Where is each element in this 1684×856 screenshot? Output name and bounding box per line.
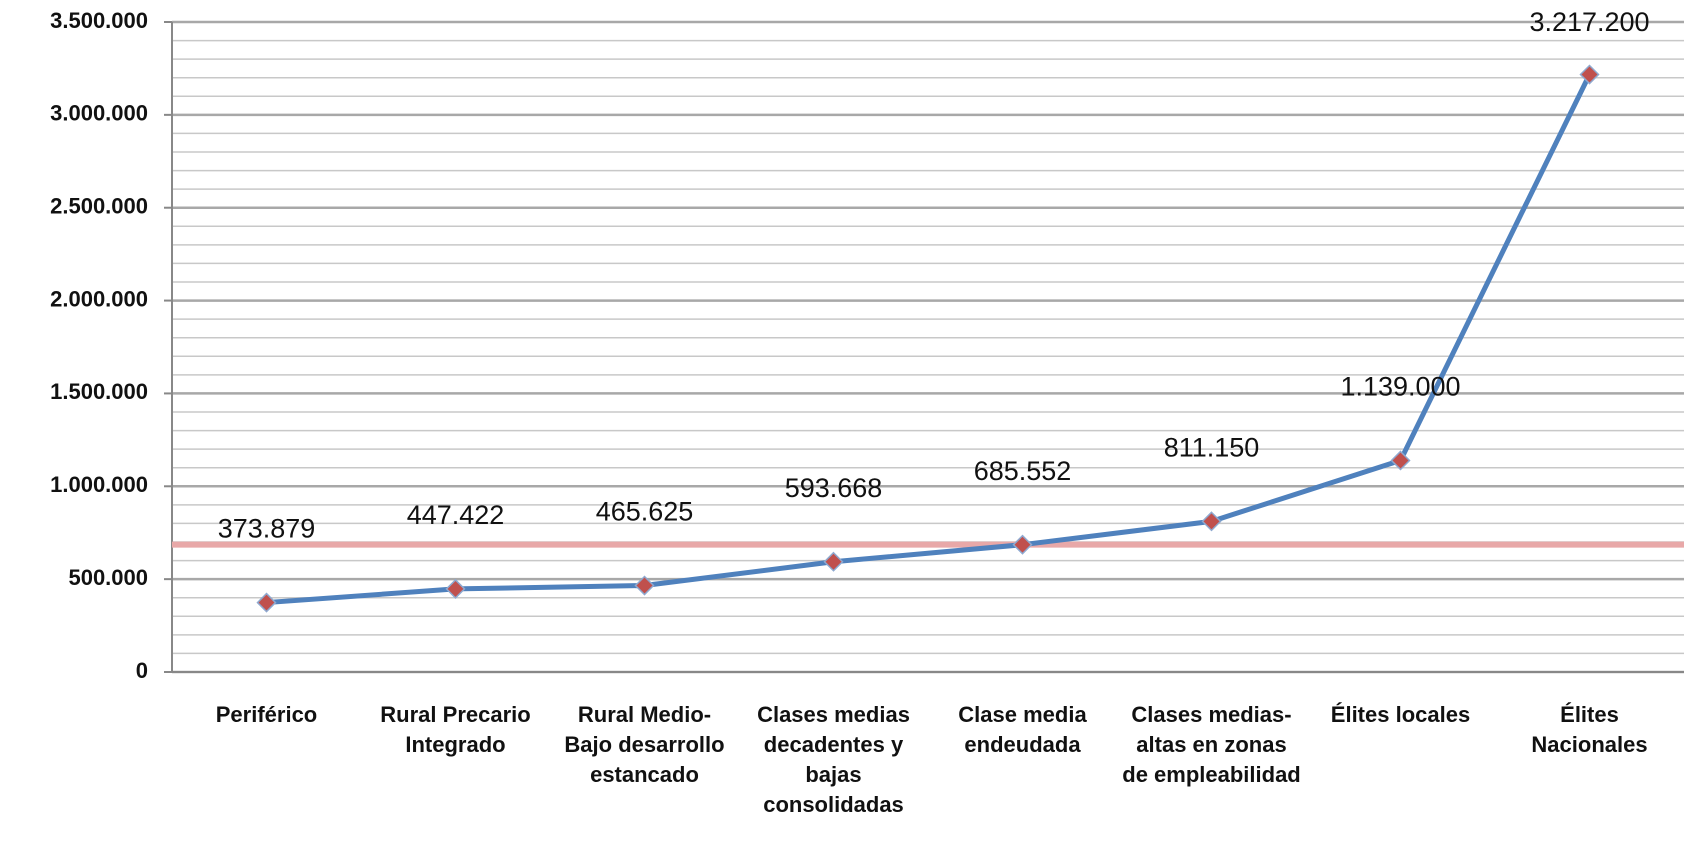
x-tick-label: Clase media endeudada: [958, 702, 1087, 757]
y-tick-label: 2.500.000: [50, 194, 148, 219]
y-tick-label: 1.500.000: [50, 379, 148, 404]
marker: [1579, 64, 1600, 85]
y-tick-label: 3.000.000: [50, 101, 148, 126]
data-label: 1.139.000: [1340, 372, 1460, 402]
y-tick-label: 1.000.000: [50, 472, 148, 497]
x-tick-label: Clases medias decadentes y bajas consoli…: [757, 702, 910, 817]
data-label: 465.625: [596, 497, 694, 527]
x-tick-label: Periférico: [215, 702, 318, 727]
marker: [445, 578, 466, 599]
marker: [256, 592, 277, 613]
data-label: 593.668: [785, 473, 883, 503]
y-tick-label: 3.500.000: [50, 8, 148, 33]
y-tick-label: 500.000: [68, 565, 148, 590]
data-label: 373.879: [218, 514, 316, 544]
data-label: 447.422: [407, 500, 505, 530]
x-tick-label: Clases medias-altas en zonas de empleabi…: [1122, 702, 1301, 787]
data-label: 685.552: [974, 456, 1072, 486]
marker: [1012, 534, 1033, 555]
data-label: 3.217.200: [1529, 7, 1649, 37]
x-tick-label: Élites Nacionales: [1531, 702, 1648, 757]
marker: [634, 575, 655, 596]
series-line: [266, 73, 1592, 606]
x-tick-label: Rural Precario Integrado: [380, 702, 531, 757]
marker: [1390, 450, 1411, 471]
y-tick-label: 0: [136, 658, 148, 683]
x-tick-label: Rural Medio-Bajo desarrollo estancado: [564, 702, 725, 787]
x-tick-label: Élites locales: [1330, 702, 1471, 727]
data-label: 811.150: [1164, 432, 1260, 462]
marker: [823, 551, 844, 572]
marker: [1201, 511, 1222, 532]
y-tick-label: 2.000.000: [50, 286, 148, 311]
